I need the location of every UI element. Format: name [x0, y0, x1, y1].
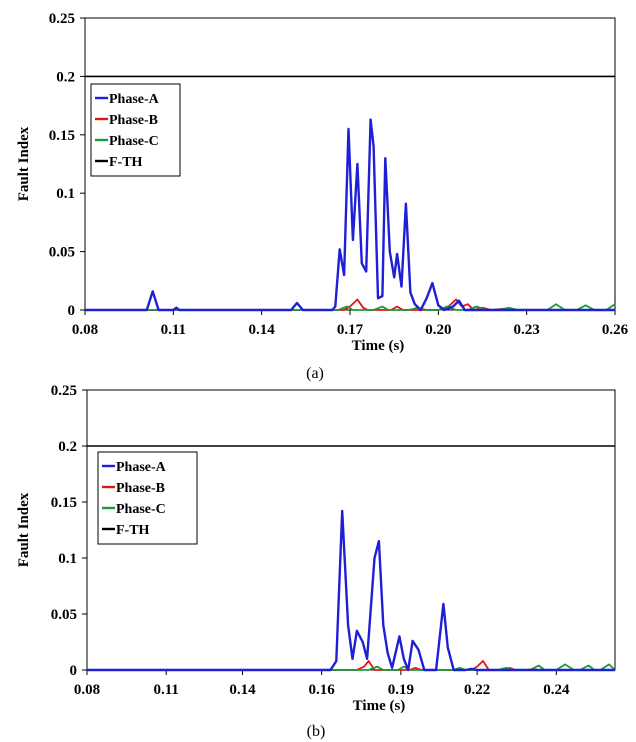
y-tick-label: 0.15 [49, 128, 75, 144]
y-tick-label: 0.2 [56, 69, 75, 85]
x-tick-label: 0.14 [249, 322, 276, 338]
x-tick-label: 0.23 [514, 322, 540, 338]
y-axis-label: Fault Index [16, 126, 32, 201]
chart-a: 0 0.05 0.1 0.15 0.2 0.25 0.08 0.11 0.14 0.17 0.20 0… [16, 11, 629, 382]
y-tick-label: 0.1 [56, 186, 75, 202]
legend-label-f-th: F-TH [116, 523, 150, 538]
y-tick-label: 0.15 [51, 495, 77, 511]
x-tick-label: 0.11 [161, 322, 186, 338]
legend-label-phase-b: Phase-B [109, 113, 158, 128]
y-axis-label: Fault Index [16, 492, 32, 567]
series-line-phase-a [87, 509, 615, 672]
y-tick-label: 0.05 [49, 245, 75, 261]
legend: Phase-A Phase-B Phase-C F-TH [90, 83, 181, 177]
y-tick-label: 0 [68, 303, 76, 319]
x-tick-label: 0.22 [464, 682, 490, 698]
x-tick-label: 0.19 [388, 682, 414, 698]
figure-caption: (b) [307, 723, 326, 740]
legend-label-phase-c: Phase-C [116, 502, 166, 517]
x-tick-label: 0.17 [337, 322, 364, 338]
legend-label-phase-c: Phase-C [109, 134, 159, 149]
series-line-phase-a [85, 118, 615, 312]
x-tick-label: 0.08 [74, 682, 100, 698]
legend-label-f-th: F-TH [109, 155, 143, 170]
figure-caption: (a) [306, 365, 324, 382]
x-axis-label: Time (s) [353, 698, 406, 714]
legend-label-phase-b: Phase-B [116, 481, 165, 496]
y-tick-label: 0.25 [51, 383, 77, 399]
x-tick-label: 0.16 [309, 682, 336, 698]
x-tick-label: 0.08 [72, 322, 98, 338]
x-tick-label: 0.11 [153, 682, 178, 698]
y-tick-label: 0 [70, 663, 78, 679]
x-tick-label: 0.26 [602, 322, 629, 338]
x-tick-label: 0.20 [425, 322, 451, 338]
legend: Phase-A Phase-B Phase-C F-TH [97, 451, 198, 545]
y-tick-label: 0.1 [58, 551, 77, 567]
x-tick-label: 0.24 [543, 682, 570, 698]
chart-b: 0 0.05 0.1 0.15 0.2 0.25 0.08 0.11 0.14 0.16 0.19 0… [16, 383, 616, 740]
y-tick-label: 0.05 [51, 607, 77, 623]
x-tick-label: 0.14 [229, 682, 256, 698]
y-tick-label: 0.2 [58, 439, 77, 455]
legend-label-phase-a: Phase-A [116, 460, 167, 475]
y-tick-label: 0.25 [49, 11, 75, 27]
legend-label-phase-a: Phase-A [109, 92, 160, 107]
series-line-phase-b [87, 660, 615, 671]
x-axis-label: Time (s) [352, 338, 405, 354]
